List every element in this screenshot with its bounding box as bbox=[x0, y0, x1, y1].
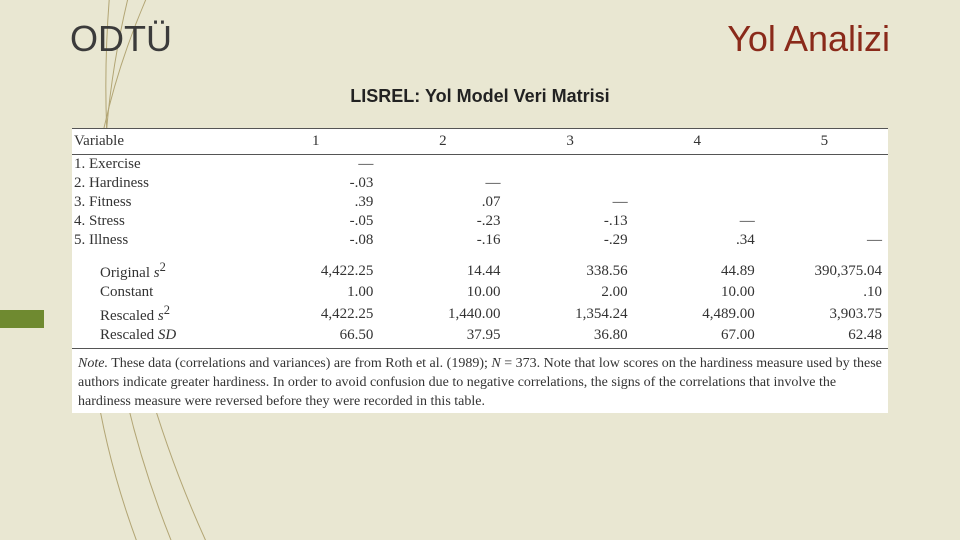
col-header-2: 2 bbox=[379, 129, 506, 155]
cell: 1,440.00 bbox=[379, 302, 506, 326]
title-left: ODTÜ bbox=[70, 18, 172, 60]
cell: 66.50 bbox=[252, 326, 379, 349]
accent-stripe bbox=[0, 310, 44, 328]
cell: 4,489.00 bbox=[634, 302, 761, 326]
col-header-1: 1 bbox=[252, 129, 379, 155]
row-label: Original s2 bbox=[72, 250, 252, 283]
table-note-row: Note. These data (correlations and varia… bbox=[72, 349, 888, 413]
cell bbox=[634, 174, 761, 193]
cell: 10.00 bbox=[634, 283, 761, 302]
row-label: Rescaled s2 bbox=[72, 302, 252, 326]
cell bbox=[507, 155, 634, 175]
slide-subtitle: LISREL: Yol Model Veri Matrisi bbox=[0, 86, 960, 107]
cell: 338.56 bbox=[507, 250, 634, 283]
cell: .34 bbox=[634, 231, 761, 250]
table-note: Note. These data (correlations and varia… bbox=[72, 349, 888, 413]
header-row: ODTÜ Yol Analizi bbox=[0, 18, 960, 60]
cell: 4,422.25 bbox=[252, 302, 379, 326]
cell: 44.89 bbox=[634, 250, 761, 283]
cell: -.29 bbox=[507, 231, 634, 250]
cell: -.16 bbox=[379, 231, 506, 250]
cell: 3,903.75 bbox=[761, 302, 888, 326]
table-row: Rescaled s24,422.251,440.001,354.244,489… bbox=[72, 302, 888, 326]
cell bbox=[634, 193, 761, 212]
row-label: Constant bbox=[72, 283, 252, 302]
cell: -.03 bbox=[252, 174, 379, 193]
data-table-container: Variable 1 2 3 4 5 1. Exercise—2. Hardin… bbox=[72, 128, 888, 413]
cell: 1.00 bbox=[252, 283, 379, 302]
slide: ODTÜ Yol Analizi LISREL: Yol Model Veri … bbox=[0, 0, 960, 540]
cell: .07 bbox=[379, 193, 506, 212]
row-label: 1. Exercise bbox=[72, 155, 252, 175]
cell: — bbox=[379, 174, 506, 193]
table-row: 3. Fitness.39.07— bbox=[72, 193, 888, 212]
cell: -.13 bbox=[507, 212, 634, 231]
cell: -.23 bbox=[379, 212, 506, 231]
table-row: 1. Exercise— bbox=[72, 155, 888, 175]
cell: 2.00 bbox=[507, 283, 634, 302]
col-header-variable: Variable bbox=[72, 129, 252, 155]
cell: 1,354.24 bbox=[507, 302, 634, 326]
table-row: 4. Stress-.05-.23-.13— bbox=[72, 212, 888, 231]
table-row: Rescaled SD66.5037.9536.8067.0062.48 bbox=[72, 326, 888, 349]
row-label: 3. Fitness bbox=[72, 193, 252, 212]
col-header-3: 3 bbox=[507, 129, 634, 155]
cell: -.08 bbox=[252, 231, 379, 250]
col-header-4: 4 bbox=[634, 129, 761, 155]
cell bbox=[761, 193, 888, 212]
cell: .39 bbox=[252, 193, 379, 212]
title-right: Yol Analizi bbox=[727, 18, 890, 60]
cell: 14.44 bbox=[379, 250, 506, 283]
cell bbox=[761, 212, 888, 231]
correlation-matrix-table: Variable 1 2 3 4 5 1. Exercise—2. Hardin… bbox=[72, 128, 888, 413]
cell: -.05 bbox=[252, 212, 379, 231]
cell: — bbox=[252, 155, 379, 175]
cell: 67.00 bbox=[634, 326, 761, 349]
cell bbox=[761, 155, 888, 175]
col-header-5: 5 bbox=[761, 129, 888, 155]
cell: — bbox=[634, 212, 761, 231]
table-row: Constant1.0010.002.0010.00.10 bbox=[72, 283, 888, 302]
row-label: 2. Hardiness bbox=[72, 174, 252, 193]
cell bbox=[761, 174, 888, 193]
table-body: 1. Exercise—2. Hardiness-.03—3. Fitness.… bbox=[72, 155, 888, 413]
cell bbox=[379, 155, 506, 175]
cell: — bbox=[761, 231, 888, 250]
table-header-row: Variable 1 2 3 4 5 bbox=[72, 129, 888, 155]
cell: 4,422.25 bbox=[252, 250, 379, 283]
row-label: Rescaled SD bbox=[72, 326, 252, 349]
cell bbox=[507, 174, 634, 193]
cell: 37.95 bbox=[379, 326, 506, 349]
table-row: 2. Hardiness-.03— bbox=[72, 174, 888, 193]
cell: 62.48 bbox=[761, 326, 888, 349]
cell bbox=[634, 155, 761, 175]
cell: 10.00 bbox=[379, 283, 506, 302]
row-label: 5. Illness bbox=[72, 231, 252, 250]
cell: .10 bbox=[761, 283, 888, 302]
cell: — bbox=[507, 193, 634, 212]
table-row: Original s24,422.2514.44338.5644.89390,3… bbox=[72, 250, 888, 283]
cell: 36.80 bbox=[507, 326, 634, 349]
table-row: 5. Illness-.08-.16-.29.34— bbox=[72, 231, 888, 250]
row-label: 4. Stress bbox=[72, 212, 252, 231]
cell: 390,375.04 bbox=[761, 250, 888, 283]
